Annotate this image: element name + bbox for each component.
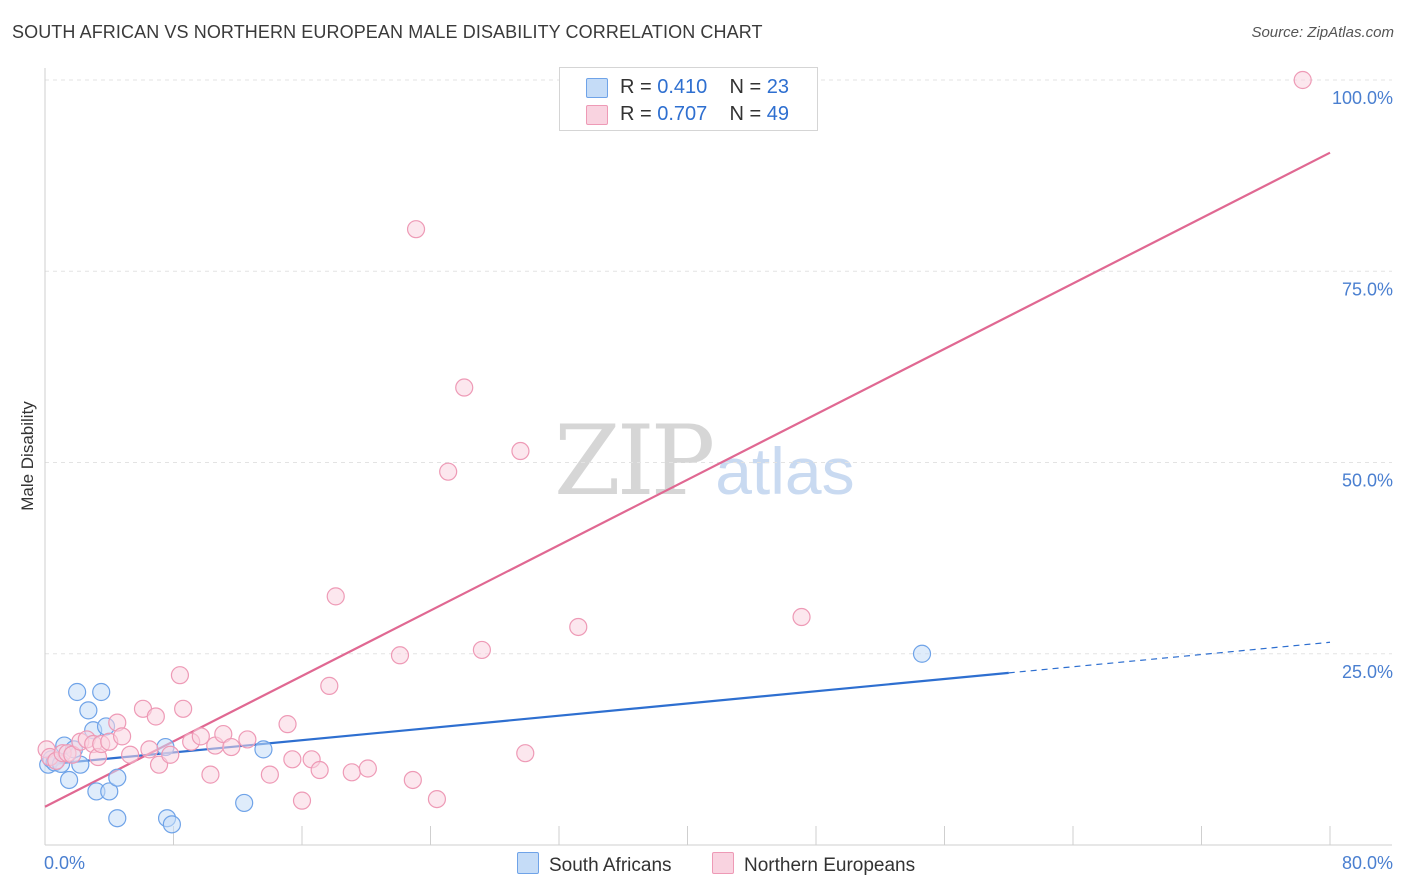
data-point-south-africans (59, 770, 79, 790)
y-tick-label: 100.0% (1332, 88, 1393, 108)
data-point-northern-europeans (358, 759, 377, 778)
data-point-northern-europeans (174, 699, 193, 718)
data-point-northern-europeans (403, 770, 422, 790)
trend-line-south-africans (44, 671, 1009, 766)
data-point-northern-europeans (516, 744, 535, 763)
trend-line-extension (1008, 641, 1331, 674)
legend-swatch-pink (712, 852, 734, 874)
data-point-south-africans (912, 644, 932, 663)
data-point-northern-europeans (390, 646, 410, 665)
data-point-northern-europeans (439, 462, 458, 481)
data-point-northern-europeans (140, 740, 159, 759)
legend-item-south-africans[interactable]: South Africans (517, 852, 672, 877)
legend-label-northern-europeans: Northern Europeans (744, 855, 916, 876)
data-point-northern-europeans (511, 441, 530, 461)
data-point-northern-europeans (792, 607, 811, 627)
legend-swatch-blue (517, 852, 539, 874)
data-point-northern-europeans (320, 676, 339, 695)
legend-stats-text: R = 0.707 N = 49 (620, 103, 790, 125)
n-value-south-africans: 23 (766, 76, 790, 98)
tick-labels: 25.0% 50.0% 75.0% 100.0% 0.0% 80.0% (44, 88, 1393, 873)
data-point-northern-europeans (260, 765, 279, 784)
data-point-northern-europeans (326, 587, 345, 606)
legend-swatch-pink (586, 105, 608, 125)
data-point-northern-europeans (170, 666, 190, 685)
y-tick-label: 75.0% (1342, 279, 1393, 299)
data-point-south-africans (254, 740, 273, 759)
r-value-northern-europeans: 0.707 (657, 103, 708, 125)
data-point-northern-europeans (427, 789, 447, 809)
data-point-south-africans (108, 809, 127, 828)
data-point-northern-europeans (121, 745, 140, 764)
data-point-northern-europeans (146, 707, 165, 726)
data-point-northern-europeans (1293, 70, 1312, 90)
data-point-south-africans (162, 815, 181, 834)
data-point-northern-europeans (342, 763, 361, 782)
data-point-northern-europeans (63, 745, 82, 764)
legend-swatch-blue (586, 78, 608, 98)
watermark-text: ZIPatlas (554, 405, 855, 517)
trend-line-northern-europeans (44, 151, 1331, 808)
watermark-zip: ZIP (554, 405, 715, 517)
data-points (37, 70, 1312, 834)
legend-label-south-africans: South Africans (549, 855, 672, 876)
trend-lines (44, 151, 1331, 808)
data-point-northern-europeans (214, 724, 233, 744)
data-point-south-africans (79, 701, 98, 720)
data-point-northern-europeans (455, 378, 474, 397)
data-point-south-africans (100, 782, 119, 801)
y-tick-label: 25.0% (1342, 662, 1393, 682)
data-point-northern-europeans (310, 760, 329, 780)
watermark: ZIPatlas (554, 405, 855, 517)
data-point-northern-europeans (278, 715, 297, 734)
x-tick-label: 80.0% (1342, 853, 1393, 873)
data-point-northern-europeans (201, 765, 220, 784)
legend-item-northern-europeans[interactable]: Northern Europeans (712, 852, 915, 877)
data-point-south-africans (92, 682, 111, 702)
source-label: Source: ZipAtlas.com (1251, 24, 1394, 41)
data-point-northern-europeans (238, 730, 257, 749)
data-point-south-africans (108, 768, 127, 787)
r-value-south-africans: 0.410 (657, 76, 708, 98)
data-point-south-africans (68, 682, 87, 702)
data-point-northern-europeans (112, 727, 132, 746)
data-point-northern-europeans (191, 727, 210, 746)
data-point-northern-europeans (472, 640, 491, 660)
data-point-northern-europeans (406, 220, 426, 239)
x-tick-label: 0.0% (44, 853, 85, 873)
stats-legend: R = 0.410 N = 23 R = 0.707 N = 49 (559, 67, 818, 131)
data-point-northern-europeans (222, 737, 241, 757)
data-point-south-africans (235, 793, 254, 813)
data-point-northern-europeans (292, 791, 312, 810)
legend-stats-text: R = 0.410 N = 23 (620, 76, 790, 98)
data-point-northern-europeans (569, 617, 588, 637)
data-point-northern-europeans (283, 750, 302, 769)
n-value-northern-europeans: 49 (766, 103, 790, 125)
y-tick-label: 50.0% (1342, 471, 1393, 491)
data-point-northern-europeans (161, 745, 180, 764)
watermark-atlas: atlas (715, 434, 855, 508)
axes (44, 68, 1392, 846)
chart-title: SOUTH AFRICAN VS NORTHERN EUROPEAN MALE … (12, 22, 763, 42)
gridlines (45, 79, 1392, 655)
